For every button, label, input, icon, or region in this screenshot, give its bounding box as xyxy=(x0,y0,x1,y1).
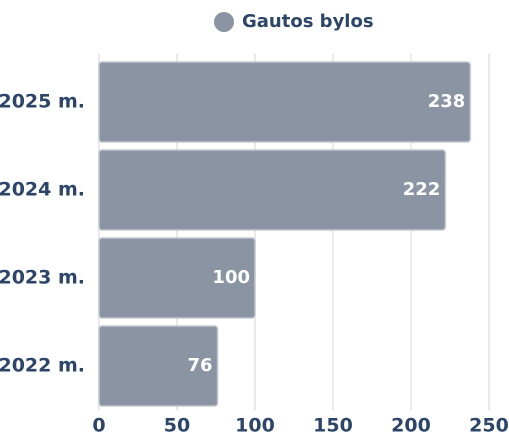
x-tick-label: 250 xyxy=(469,415,509,437)
y-tick-label: 2023 m. xyxy=(0,267,85,289)
bar xyxy=(98,61,472,143)
bar xyxy=(98,325,219,407)
legend-swatch xyxy=(214,12,234,32)
data-label: 238 xyxy=(428,91,466,112)
x-tick-label: 150 xyxy=(313,415,353,437)
y-tick-label: 2022 m. xyxy=(0,355,85,377)
bar xyxy=(98,237,256,319)
bar xyxy=(98,149,447,231)
legend-label: Gautos bylos xyxy=(242,11,374,32)
data-label: 100 xyxy=(212,267,250,288)
x-tick-label: 0 xyxy=(92,415,105,437)
data-label: 76 xyxy=(187,355,212,376)
y-tick-label: 2024 m. xyxy=(0,179,85,201)
x-tick-label: 50 xyxy=(164,415,190,437)
x-tick-label: 100 xyxy=(235,415,275,437)
y-tick-label: 2025 m. xyxy=(0,91,85,113)
data-label: 222 xyxy=(403,179,441,200)
x-tick-label: 200 xyxy=(391,415,431,437)
